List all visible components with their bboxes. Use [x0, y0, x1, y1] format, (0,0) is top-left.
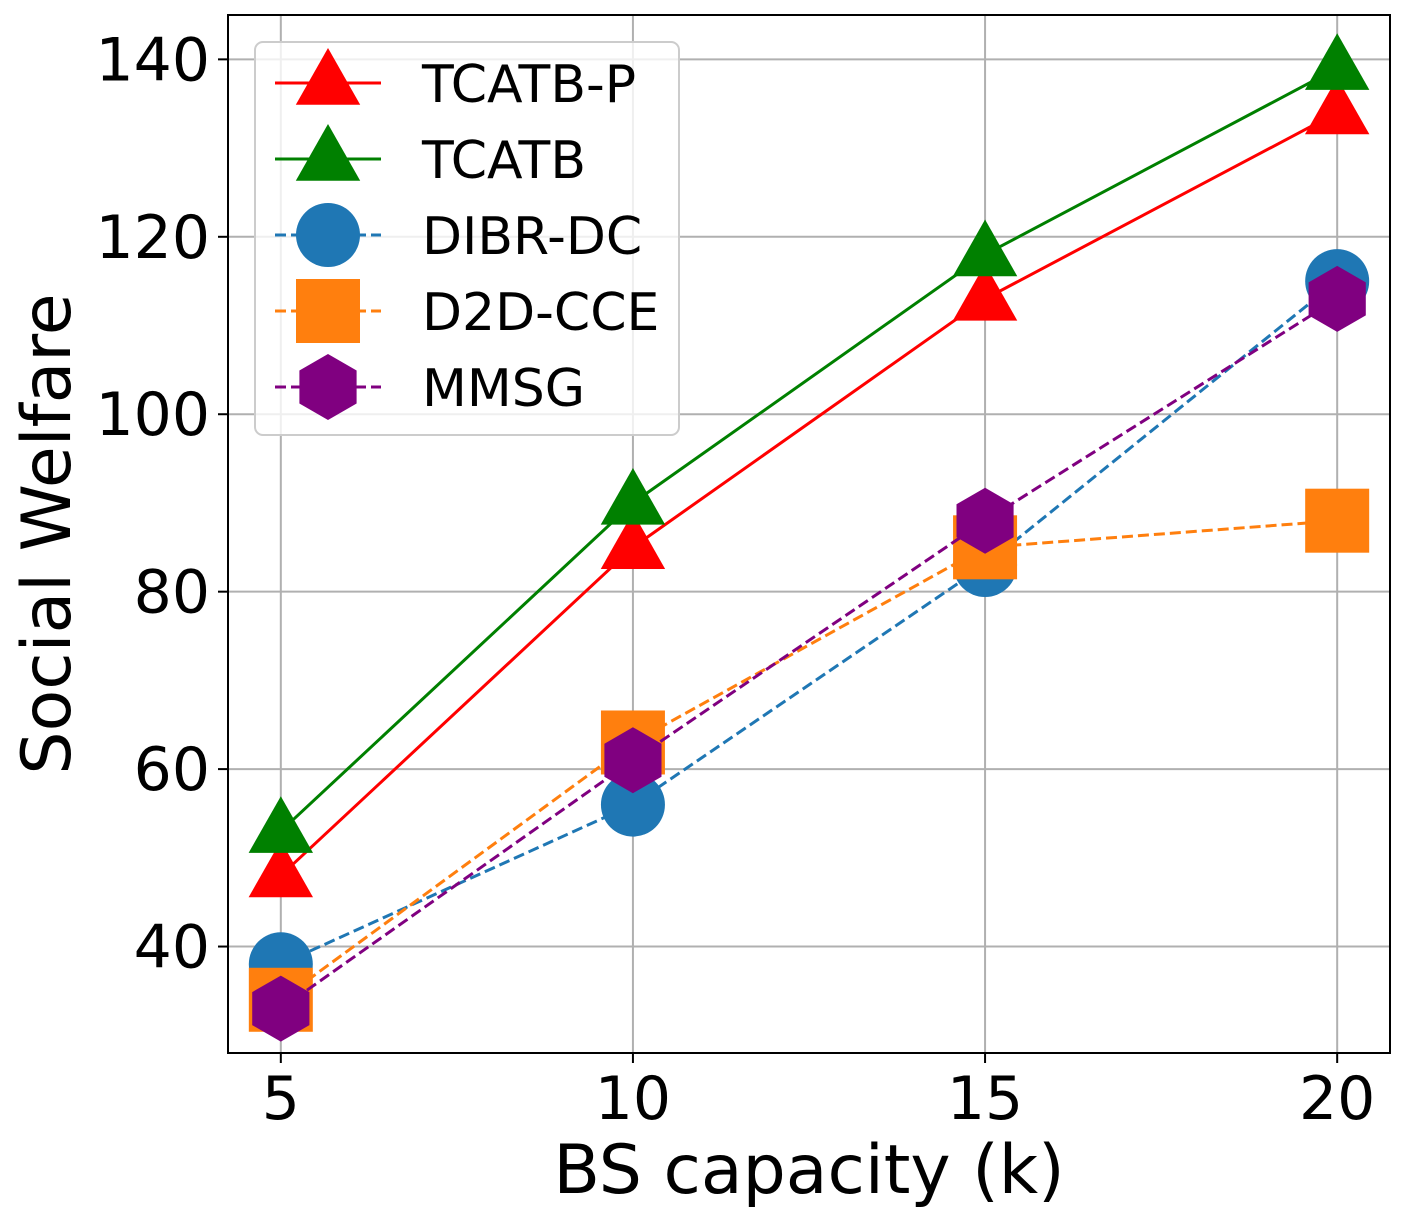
- series-line: [279, 519, 1338, 1001]
- y-tick-label: 120: [95, 203, 210, 273]
- series-line: [279, 297, 1338, 1010]
- legend-label: TCATB-P: [421, 55, 636, 115]
- legend: TCATB-P TCATB DIBR-DC D2D-CCE MMSG: [254, 41, 680, 436]
- data-point-marker: [1305, 488, 1370, 553]
- y-tick-label: 140: [95, 25, 210, 95]
- legend-box: [254, 41, 680, 436]
- series-line: [279, 66, 1338, 833]
- data-point-marker: [600, 512, 666, 570]
- legend-entry: TCATB-P: [275, 48, 636, 115]
- series-layer: [248, 33, 1370, 1042]
- data-point-marker: [952, 219, 1018, 277]
- x-tick-label: 10: [595, 1064, 671, 1134]
- y-tick-label: 80: [134, 558, 210, 628]
- y-axis-label: Social Welfare: [8, 293, 87, 774]
- legend-entry: D2D-CCE: [275, 279, 659, 343]
- series-tcatb-p: [248, 77, 1370, 898]
- plot-frame: [227, 14, 1391, 1054]
- y-tick-label: 60: [134, 735, 210, 805]
- ticks: 5 10 15 20 40 60 80 100 120 140: [95, 25, 1375, 1134]
- legend-entry: MMSG: [275, 354, 585, 420]
- data-point-marker: [604, 727, 662, 794]
- data-point-marker: [1304, 33, 1370, 90]
- series-mmsg: [252, 265, 1366, 1042]
- data-point-marker: [1308, 265, 1366, 332]
- legend-marker: [295, 124, 361, 181]
- legend-label: DIBR-DC: [422, 207, 642, 267]
- x-tick-label: 20: [1299, 1064, 1375, 1134]
- legend-marker: [296, 203, 360, 267]
- legend-entry: DIBR-DC: [275, 203, 642, 267]
- x-tick-label: 5: [262, 1064, 300, 1134]
- legend-marker: [296, 279, 360, 343]
- y-tick-label: 40: [134, 913, 210, 983]
- y-tick-label: 100: [95, 380, 210, 450]
- legend-label: D2D-CCE: [422, 283, 659, 343]
- data-point-marker: [252, 975, 310, 1042]
- data-point-marker: [248, 840, 314, 898]
- data-point-marker: [600, 772, 665, 837]
- data-point-marker: [956, 487, 1014, 554]
- legend-entry: TCATB: [275, 124, 586, 191]
- legend-marker: [299, 354, 357, 420]
- legend-label: MMSG: [422, 359, 585, 419]
- series-line: [279, 111, 1338, 877]
- data-point-marker: [600, 467, 666, 525]
- legend-marker: [295, 48, 361, 105]
- data-point-marker: [248, 796, 314, 853]
- data-point-marker: [1304, 77, 1370, 135]
- series-tcatb: [248, 33, 1370, 853]
- x-axis-label: BS capacity (k): [553, 1131, 1064, 1210]
- data-point-marker: [952, 263, 1018, 321]
- x-tick-label: 15: [947, 1064, 1023, 1134]
- legend-label: TCATB: [421, 131, 586, 191]
